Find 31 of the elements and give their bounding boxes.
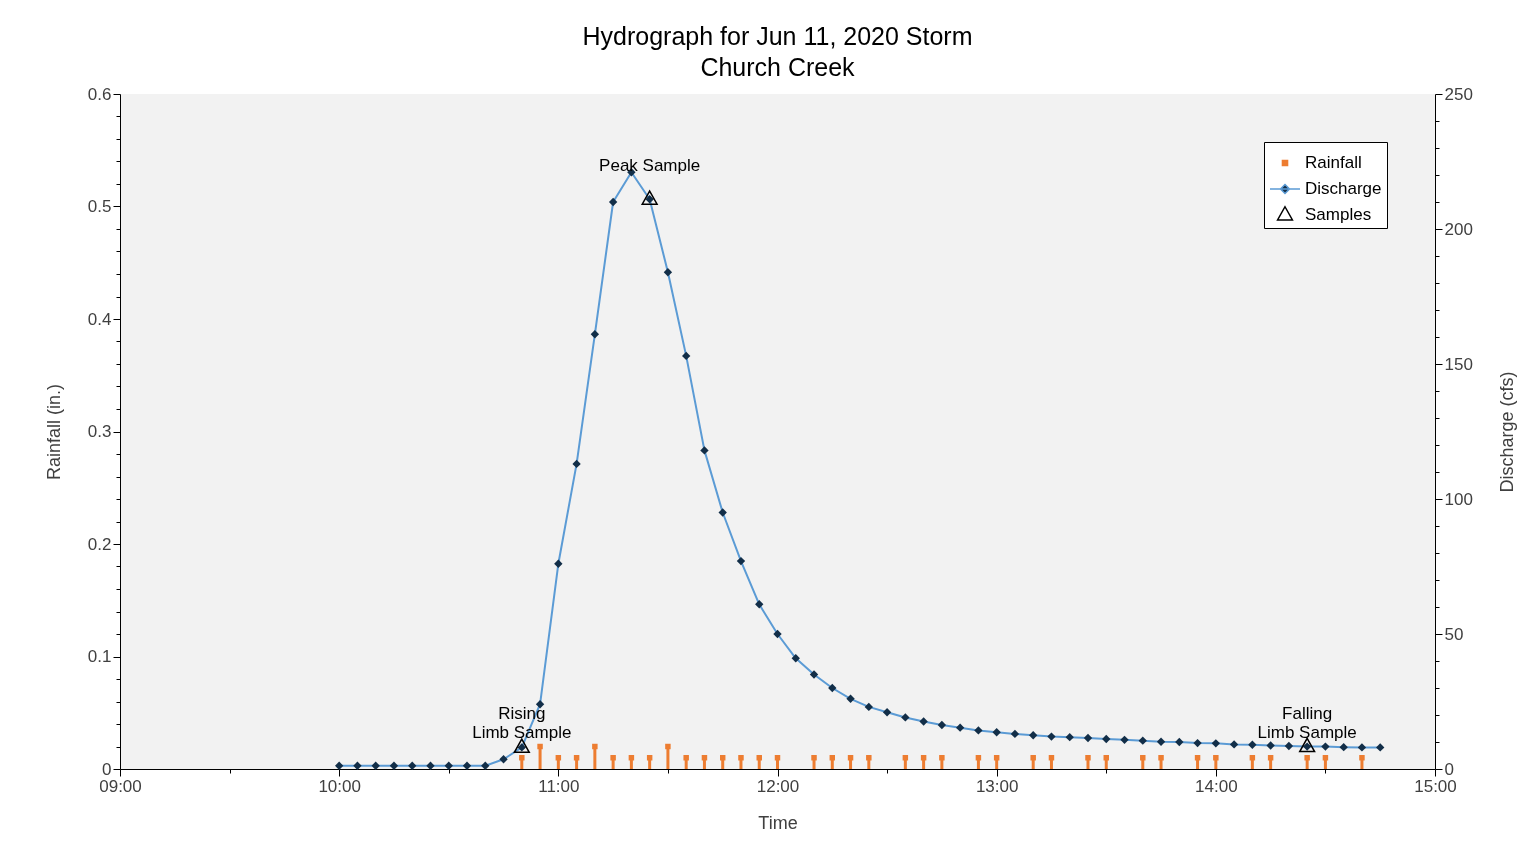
- y2-tick-label: 150: [1444, 354, 1473, 374]
- x-tick-label: 15:00: [1414, 776, 1457, 796]
- y-tick-label: 0.1: [87, 647, 112, 666]
- x-tick-label: 10:00: [318, 776, 361, 796]
- chart-subtitle: Church Creek: [700, 53, 856, 81]
- y2-tick-label: 0: [1444, 759, 1454, 779]
- y-axis-title: Rainfall (in.): [43, 383, 64, 481]
- x-tick-label: 13:00: [975, 776, 1019, 796]
- chart-title: Hydrograph for Jun 11, 2020 Storm: [582, 22, 973, 50]
- point: [641, 190, 658, 205]
- y2-tick-label: 50: [1444, 624, 1464, 644]
- y-tick-label: 0.4: [87, 309, 112, 329]
- legend-label: Samples: [1305, 205, 1372, 224]
- y2-tick-label: 250: [1444, 84, 1473, 104]
- annotation: Peak Sample: [599, 156, 701, 176]
- y-tick-label: 0.3: [87, 422, 112, 441]
- x-tick-label: 12:00: [756, 776, 800, 796]
- y-tick-label: 0.2: [87, 534, 112, 554]
- legend-label: Discharge: [1305, 179, 1382, 198]
- annotation: Falling Limb Sample: [1257, 703, 1357, 742]
- y-tick-label: 0.6: [87, 84, 112, 104]
- x-tick-label: 09:00: [99, 776, 142, 796]
- y-tick-label: 0: [102, 759, 112, 779]
- x-tick-label: 14:00: [1195, 776, 1238, 796]
- x-axis-title: Time: [758, 812, 798, 833]
- legend-label: Rainfall: [1305, 153, 1362, 172]
- y2-axis-title: Discharge (cfs): [1496, 371, 1517, 493]
- y2-tick-label: 100: [1444, 489, 1473, 509]
- x-tick-label: 11:00: [538, 776, 580, 796]
- y-tick-label: 0.5: [87, 197, 112, 216]
- y2-tick-label: 200: [1444, 219, 1473, 239]
